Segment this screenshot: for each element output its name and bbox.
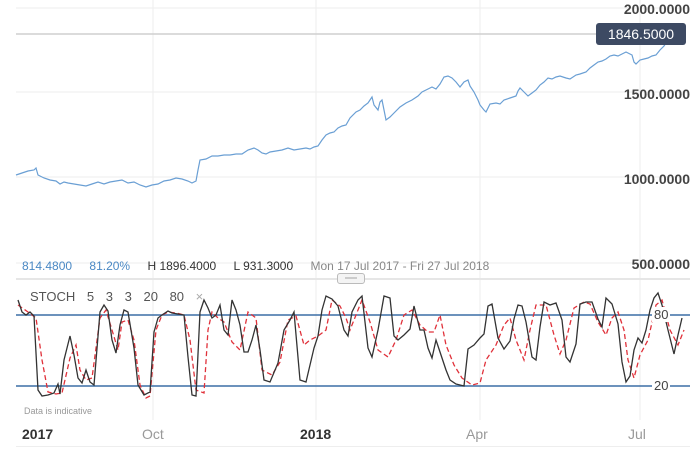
- stoch-d-line: [17, 298, 685, 399]
- stoch-label-20: 20: [652, 378, 671, 393]
- change-value: 814.4800: [22, 259, 73, 273]
- change-percent: 81.20%: [89, 259, 131, 273]
- stoch-param-d-period: 3: [124, 289, 132, 304]
- y-axis-label-500: 500.0000: [631, 256, 690, 272]
- y-axis-label-1500: 1500.0000: [623, 86, 690, 102]
- x-axis-baseline: [16, 446, 690, 447]
- close-indicator-icon[interactable]: ×: [195, 289, 204, 304]
- stoch-name: STOCH: [30, 289, 76, 304]
- stoch-k-line: [17, 291, 683, 397]
- x-axis-label-apr: Apr: [466, 426, 488, 442]
- price-line: [15, 33, 679, 188]
- stoch-param-k-period: 5: [86, 289, 95, 304]
- stoch-param-lower: 20: [143, 289, 158, 304]
- high-value: H 1896.4000: [147, 259, 217, 273]
- stoch-legend: STOCH 5 3 3 20 80 ×: [30, 289, 211, 304]
- stoch-param-upper: 80: [169, 289, 185, 304]
- current-price-tag: 1846.5000: [596, 23, 686, 45]
- x-axis-label-2018: 2018: [300, 426, 332, 442]
- stoch-param-k-smooth: 3: [105, 289, 113, 304]
- x-axis-label-jul: Jul: [628, 426, 646, 442]
- low-value: L 931.3000: [233, 259, 294, 273]
- info-bar: 814.4800 81.20% H 1896.4000 L 931.3000 M…: [22, 259, 503, 273]
- date-range: Mon 17 Jul 2017 - Fri 27 Jul 2018: [310, 259, 490, 273]
- disclaimer: Data is indicative: [24, 406, 93, 416]
- x-axis-label-2017: 2017: [22, 426, 54, 442]
- x-axis-label-oct: Oct: [142, 426, 164, 442]
- y-axis-label-2000: 2000.0000: [623, 1, 690, 17]
- y-axis-label-1000: 1000.0000: [623, 171, 690, 187]
- panel-resize-handle[interactable]: [337, 273, 365, 284]
- stoch-label-80: 80: [652, 307, 671, 322]
